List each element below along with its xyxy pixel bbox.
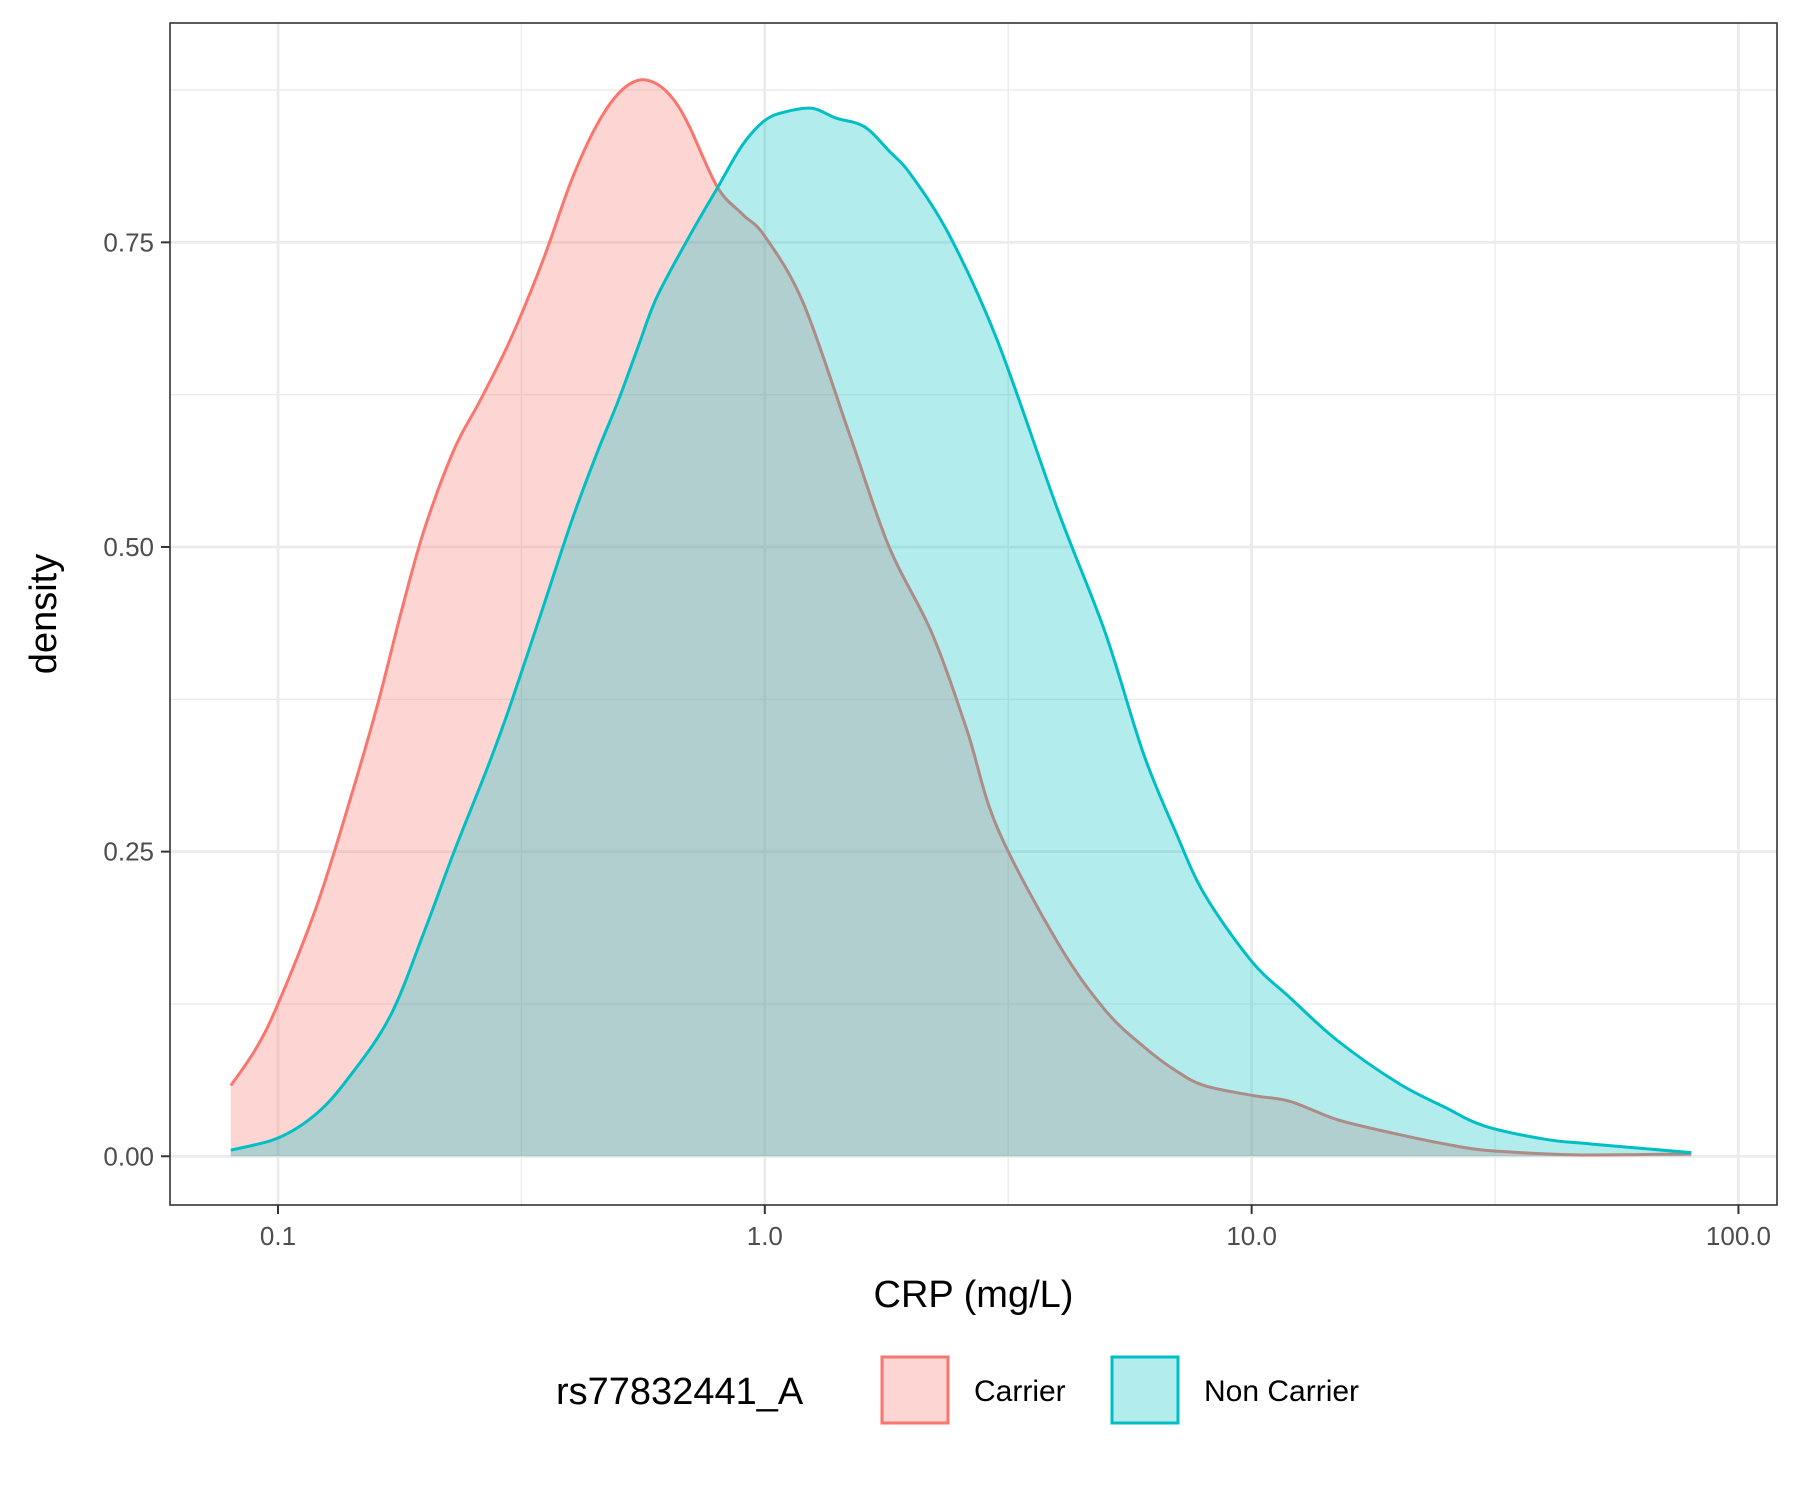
legend-title: rs77832441_A — [556, 1371, 804, 1413]
density-series — [229, 78, 1692, 1157]
legend-label-non-carrier: Non Carrier — [1204, 1375, 1359, 1408]
density-line-carrier — [229, 78, 1692, 1157]
legend-key-carrier — [880, 1355, 950, 1425]
legend-key-non-carrier — [1110, 1355, 1180, 1425]
y-tick-label-3: 0.75 — [103, 227, 154, 257]
y-tick-label-1: 0.25 — [103, 837, 154, 867]
y-tick-label-0: 0.00 — [103, 1141, 154, 1171]
grid-lines — [170, 23, 1777, 1205]
density-line-non-carrier — [230, 106, 1692, 1155]
y-tick-label-2: 0.50 — [103, 532, 154, 562]
legend: rs77832441_A Carrier Non Carrier — [556, 1355, 1359, 1425]
density-area-non-carrier — [230, 108, 1692, 1157]
axes: 0.1 1.0 10.0 100.0 0.00 0.25 0.50 0.75 — [103, 227, 1771, 1251]
density-area-carrier — [230, 79, 1692, 1157]
x-tick-label-1: 1.0 — [747, 1221, 783, 1251]
x-tick-label-3: 100.0 — [1706, 1221, 1771, 1251]
x-tick-label-0: 0.1 — [260, 1221, 296, 1251]
x-tick-label-2: 10.0 — [1226, 1221, 1277, 1251]
plot-panel-border — [169, 22, 1778, 1206]
legend-label-carrier: Carrier — [974, 1375, 1066, 1408]
x-axis-title: CRP (mg/L) — [874, 1274, 1074, 1316]
y-axis-title: density — [23, 554, 65, 674]
